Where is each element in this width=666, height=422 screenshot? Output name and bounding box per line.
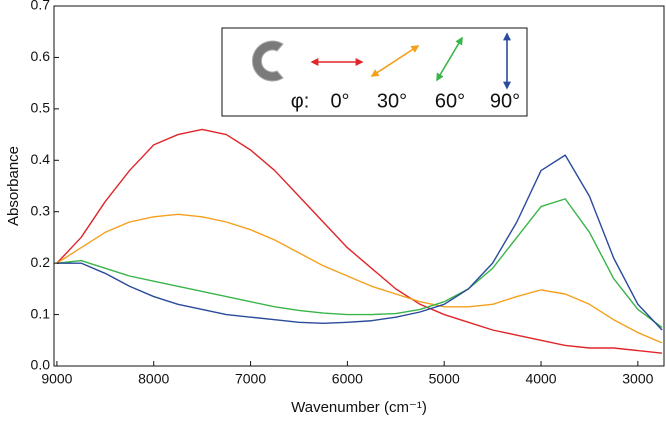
x-tick-label: 3000: [622, 371, 653, 387]
x-tick-label: 8000: [138, 371, 169, 387]
y-axis-label: Absorbance: [5, 146, 22, 226]
legend-arrow: [370, 45, 420, 77]
y-tick-label: 0.3: [31, 202, 51, 218]
legend: φ: 0° 30° 60° 90°: [221, 27, 528, 117]
series-line: [56, 154, 663, 331]
x-tick-label: 5000: [429, 371, 460, 387]
y-tick-label: 0.2: [31, 254, 51, 270]
legend-label: 30°: [377, 90, 407, 112]
y-tick-label: 0.4: [31, 151, 51, 167]
legend-title: φ:: [291, 90, 310, 112]
legend-arrow: [436, 36, 463, 82]
plot: [56, 128, 663, 354]
x-tick-label: 7000: [235, 371, 266, 387]
x-tick-label: 6000: [332, 371, 363, 387]
y-tick-label: 0.1: [31, 305, 51, 321]
legend-label: 0°: [330, 90, 349, 112]
x-tick-label: 4000: [525, 371, 556, 387]
y-tick-label: 0.7: [31, 0, 51, 13]
series-line: [56, 198, 663, 328]
sample-image: [252, 40, 284, 82]
plot-frame: [53, 5, 665, 367]
y-tick-label: 0.5: [31, 100, 51, 116]
series-line: [56, 128, 663, 354]
legend-label: 90°: [490, 90, 520, 112]
legend-label: 60°: [435, 90, 465, 112]
series-line: [56, 213, 663, 344]
y-tick-label: 0.0: [31, 357, 51, 373]
y-tick-label: 0.6: [31, 48, 51, 64]
x-tick-label: 9000: [41, 371, 72, 387]
x-axis-label: Wavenumber (cm⁻¹): [291, 399, 427, 416]
